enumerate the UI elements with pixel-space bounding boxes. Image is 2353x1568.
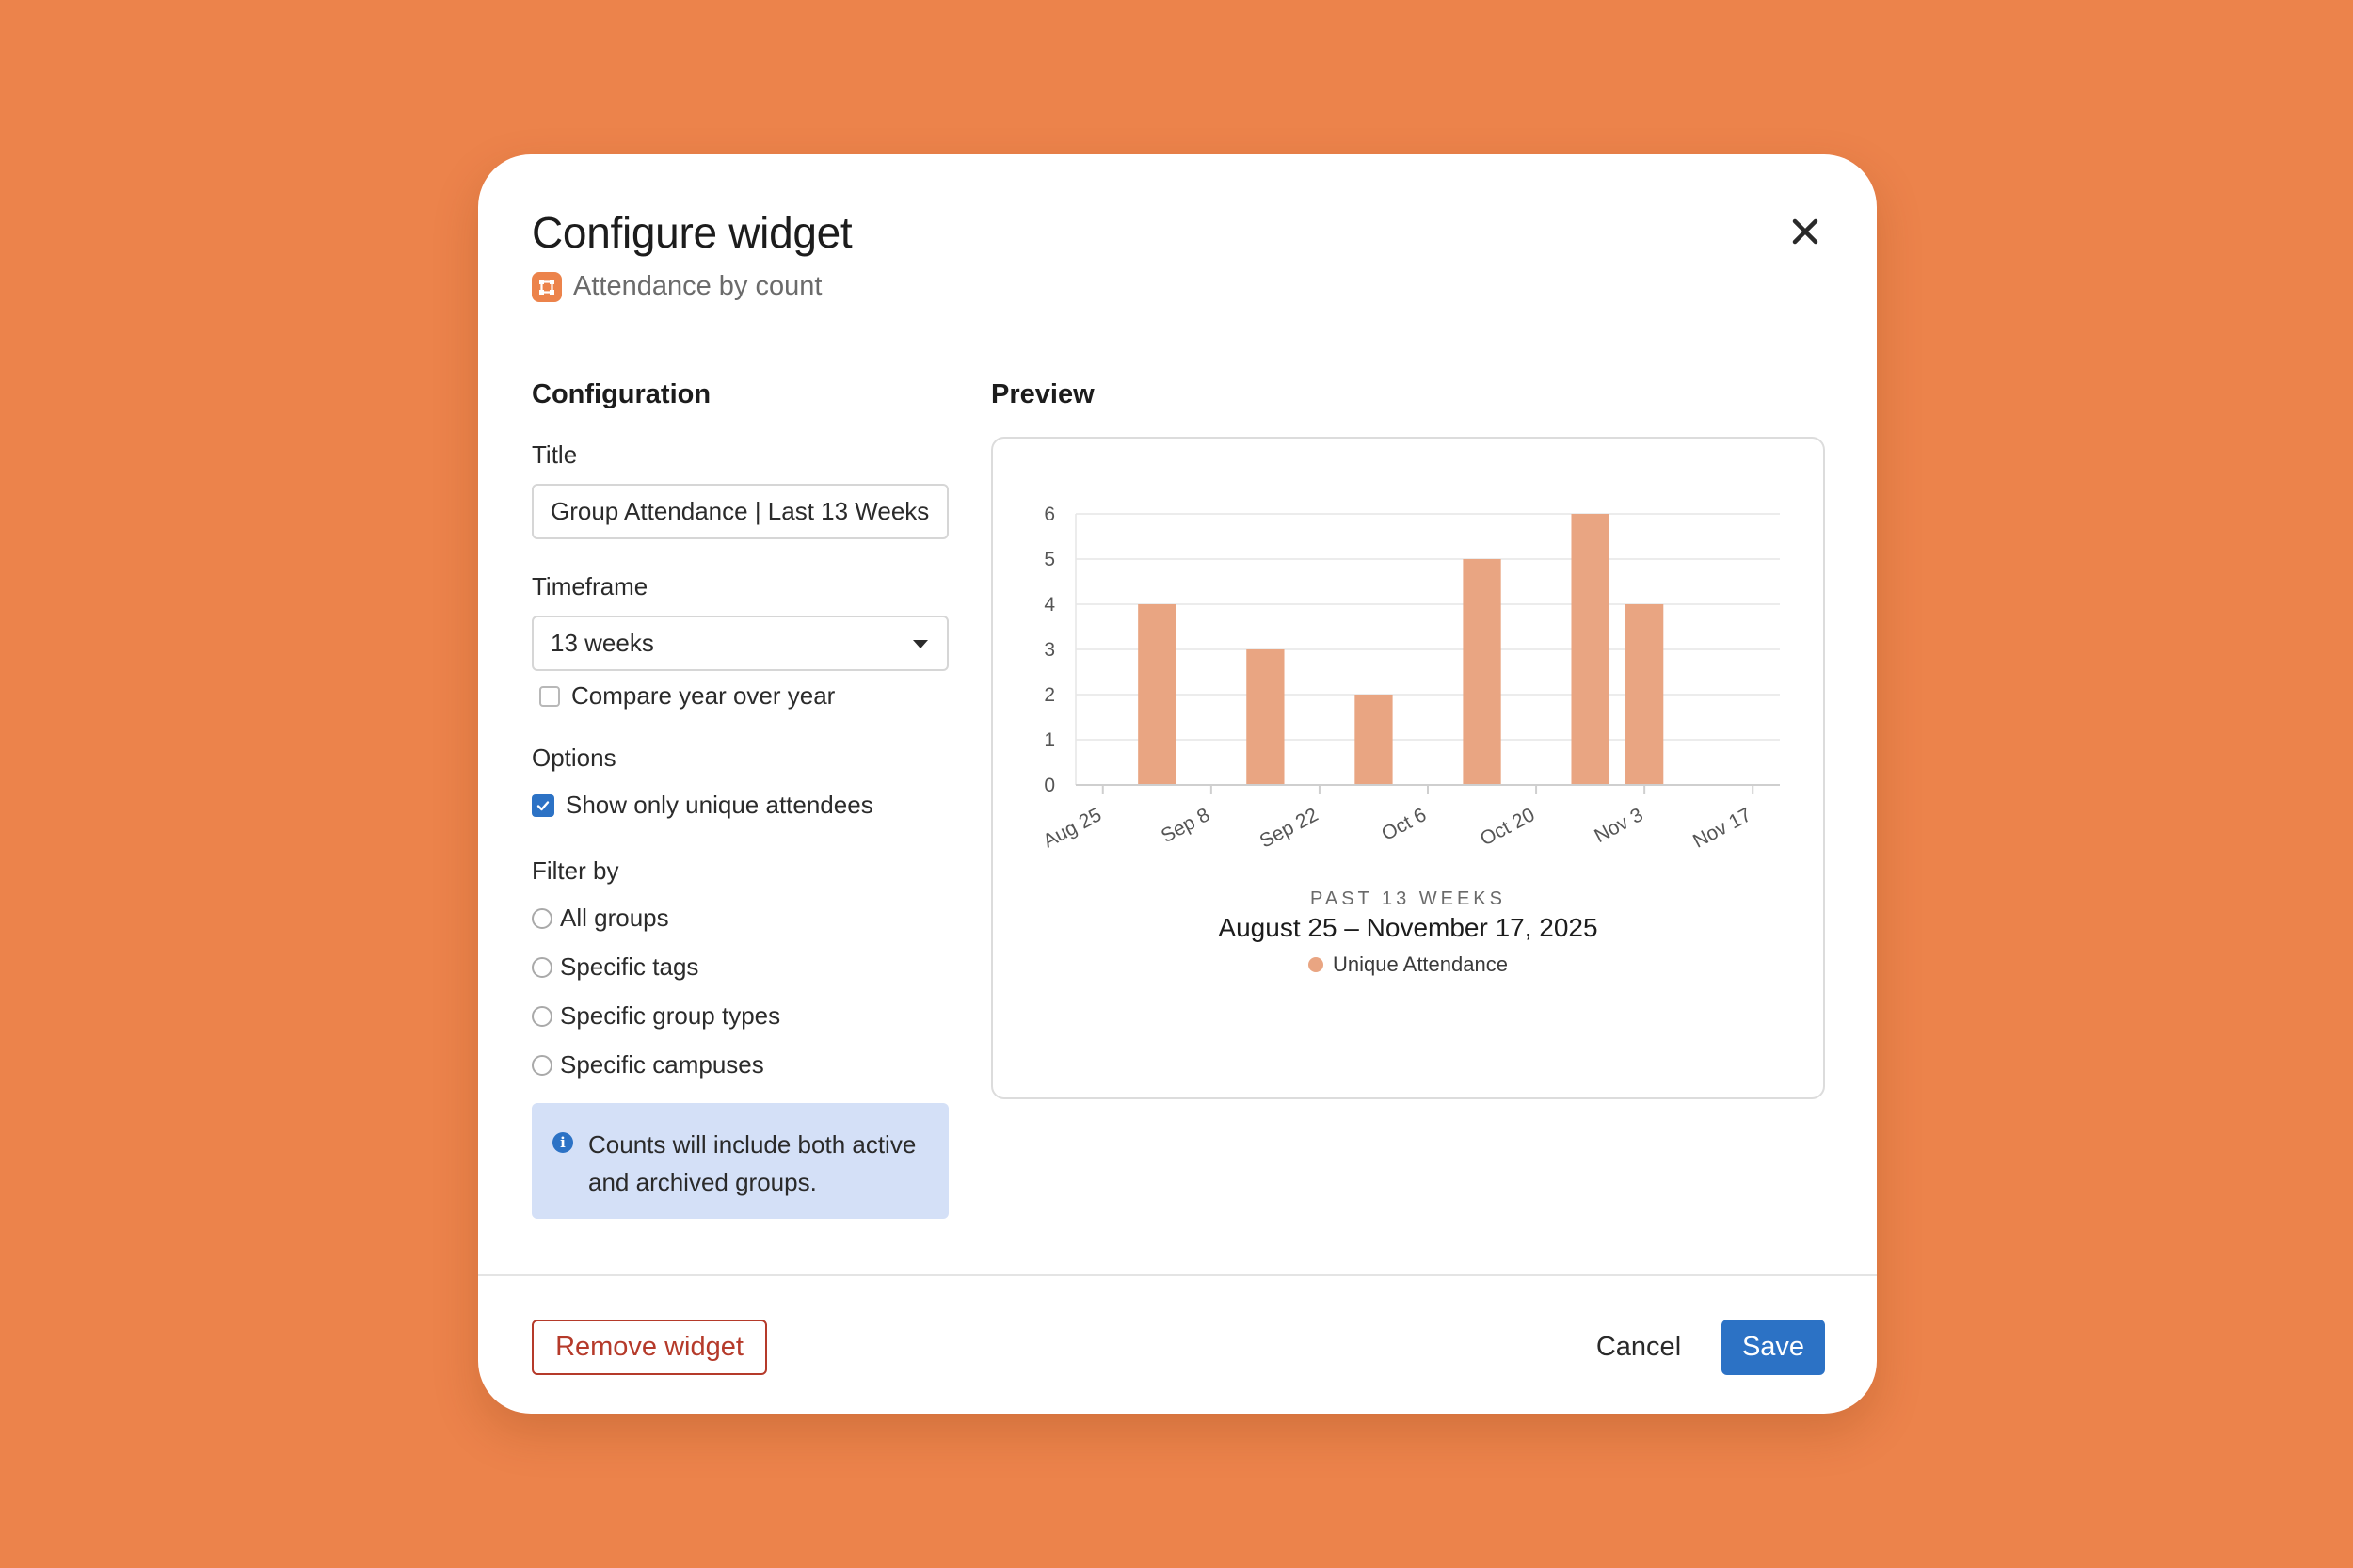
filter-by-label: Filter by <box>532 856 619 885</box>
dialog-title: Configure widget <box>532 208 853 257</box>
y-tick-label: 5 <box>1044 549 1055 570</box>
y-tick-label: 4 <box>1044 594 1055 616</box>
chart-legend: Unique Attendance <box>993 952 1823 977</box>
unique-attendees-label: Show only unique attendees <box>566 791 873 819</box>
preview-card: 0 1 2 3 4 5 6 Aug 25 Sep 8 Sep 22 Oct 6 Oct 20 Nov 3… <box>991 437 1825 1099</box>
info-text: Counts will include both active and arch… <box>588 1130 917 1196</box>
x-tick-label: Sep 8 <box>1158 804 1213 847</box>
info-alert: i Counts will include both active and ar… <box>532 1103 949 1219</box>
radio-icon[interactable] <box>532 1054 552 1076</box>
info-icon: i <box>552 1132 573 1153</box>
attendance-widget-icon <box>532 271 562 302</box>
radio-icon[interactable] <box>532 907 552 929</box>
widget-type: Attendance by count <box>532 271 822 302</box>
checkbox-unchecked-icon[interactable] <box>539 685 560 707</box>
radio-icon[interactable] <box>532 956 552 978</box>
chevron-down-icon <box>913 640 928 648</box>
chart-bar <box>1354 695 1393 785</box>
unique-attendees-checkbox[interactable]: Show only unique attendees <box>532 791 873 820</box>
y-tick-label: 3 <box>1044 639 1055 661</box>
options-label: Options <box>532 744 616 772</box>
title-label: Title <box>532 440 578 469</box>
filter-option-label: Specific tags <box>560 952 699 981</box>
x-tick-label: Oct 20 <box>1477 804 1538 850</box>
legend-swatch <box>1308 957 1324 972</box>
radio-icon[interactable] <box>532 1005 552 1027</box>
compare-year-label: Compare year over year <box>571 681 836 710</box>
attendance-bar-chart: 0 1 2 3 4 5 6 Aug 25 Sep 8 Sep 22 Oct 6 Oct 20 Nov 3… <box>1040 504 1780 853</box>
filter-option-label: Specific campuses <box>560 1050 764 1079</box>
x-tick-label: Nov 3 <box>1591 804 1646 847</box>
chart-bar <box>1571 514 1609 785</box>
timeframe-value: 13 weeks <box>551 629 654 657</box>
filter-option-label: Specific group types <box>560 1001 781 1030</box>
filter-all-groups[interactable]: All groups <box>532 904 669 933</box>
configuration-heading: Configuration <box>532 379 712 409</box>
save-button[interactable]: Save <box>1721 1320 1825 1375</box>
compare-year-checkbox[interactable]: Compare year over year <box>532 681 835 711</box>
close-icon[interactable] <box>1786 213 1824 250</box>
filter-option-label: All groups <box>560 904 669 932</box>
timeframe-label: Timeframe <box>532 572 648 600</box>
y-tick-label: 2 <box>1044 684 1055 706</box>
footer-divider <box>478 1274 1877 1276</box>
y-tick-label: 0 <box>1044 775 1055 796</box>
chart-bar <box>1138 604 1176 785</box>
widget-type-label: Attendance by count <box>573 271 823 301</box>
configure-widget-dialog: Configure widget Attendance by count Con… <box>478 154 1877 1414</box>
filter-specific-campuses[interactable]: Specific campuses <box>532 1050 764 1080</box>
chart-bar <box>1463 559 1501 785</box>
timeframe-select[interactable]: 13 weeks <box>532 616 949 671</box>
preview-heading: Preview <box>991 379 1095 409</box>
x-tick-label: Aug 25 <box>1040 804 1106 853</box>
filter-specific-tags[interactable]: Specific tags <box>532 952 698 982</box>
x-tick-label: Nov 17 <box>1689 804 1755 853</box>
period-range: August 25 – November 17, 2025 <box>1218 913 1598 942</box>
y-tick-label: 6 <box>1044 504 1055 525</box>
x-tick-label: Sep 22 <box>1257 804 1322 853</box>
x-tick-label: Oct 6 <box>1378 804 1430 845</box>
cancel-button[interactable]: Cancel <box>1595 1332 1682 1362</box>
checkbox-checked-icon[interactable] <box>532 793 554 817</box>
title-input[interactable]: Group Attendance | Last 13 Weeks <box>532 484 949 539</box>
period-label: PAST 13 WEEKS <box>1310 888 1506 909</box>
legend-label: Unique Attendance <box>1333 952 1508 976</box>
chart-bar <box>1625 604 1664 785</box>
y-tick-label: 1 <box>1044 729 1055 751</box>
remove-widget-button[interactable]: Remove widget <box>532 1320 767 1375</box>
chart-bar <box>1246 649 1285 785</box>
filter-specific-group-types[interactable]: Specific group types <box>532 1001 780 1031</box>
